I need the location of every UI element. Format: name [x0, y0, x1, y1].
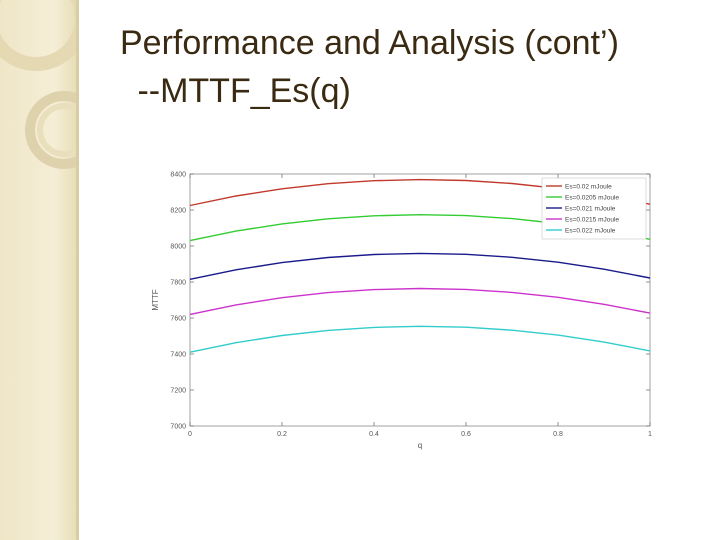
series-line-5 [189, 325, 651, 353]
y-tick-label: 7400 [170, 352, 186, 359]
y-tick-label: 7600 [170, 316, 186, 323]
x-axis: 0 0.2 0.4 0.6 0.8 1 [188, 174, 652, 438]
slide-title: Performance and Analysis (cont’) [120, 24, 619, 62]
legend-entry: Es=0.022 mJoule [565, 227, 616, 234]
y-tick-label: 7000 [170, 424, 186, 431]
x-tick-label: 0.6 [461, 431, 471, 438]
y-tick-label: 7200 [170, 388, 186, 395]
x-tick-label: 1 [648, 431, 652, 438]
slide-subtitle: --MTTF_Es(q) [128, 72, 351, 110]
series-line-3 [189, 252, 651, 280]
x-tick-label: 0 [188, 431, 192, 438]
legend: Es=0.02 mJoule Es=0.0205 mJoule Es=0.021 m… [541, 177, 647, 240]
decorative-circles-icon [0, 0, 78, 169]
x-axis-label: q [418, 441, 422, 450]
y-tick-label: 8000 [170, 244, 186, 251]
x-tick-label: 0.2 [277, 431, 287, 438]
legend-entry: Es=0.0205 mJoule [565, 194, 619, 201]
y-axis-label: MTTF [151, 289, 160, 310]
x-tick-label: 0.4 [369, 431, 379, 438]
y-axis: 7000 7200 7400 7600 7800 8000 8200 8400 [170, 172, 650, 431]
y-tick-label: 8400 [170, 172, 186, 179]
y-tick-label: 7800 [170, 280, 186, 287]
legend-entry: Es=0.02 mJoule [565, 183, 612, 190]
sidebar-decoration [0, 0, 78, 540]
x-tick-label: 0.8 [553, 431, 563, 438]
legend-entry: Es=0.0215 mJoule [565, 216, 619, 223]
legend-entry: Es=0.021 mJoule [565, 205, 616, 212]
sidebar-edge [76, 0, 79, 540]
y-tick-label: 8200 [170, 208, 186, 215]
series-line-4 [189, 287, 651, 316]
mttf-line-chart: 7000 7200 7400 7600 7800 8000 8200 8400 0 0.2 0.4… [151, 172, 652, 451]
